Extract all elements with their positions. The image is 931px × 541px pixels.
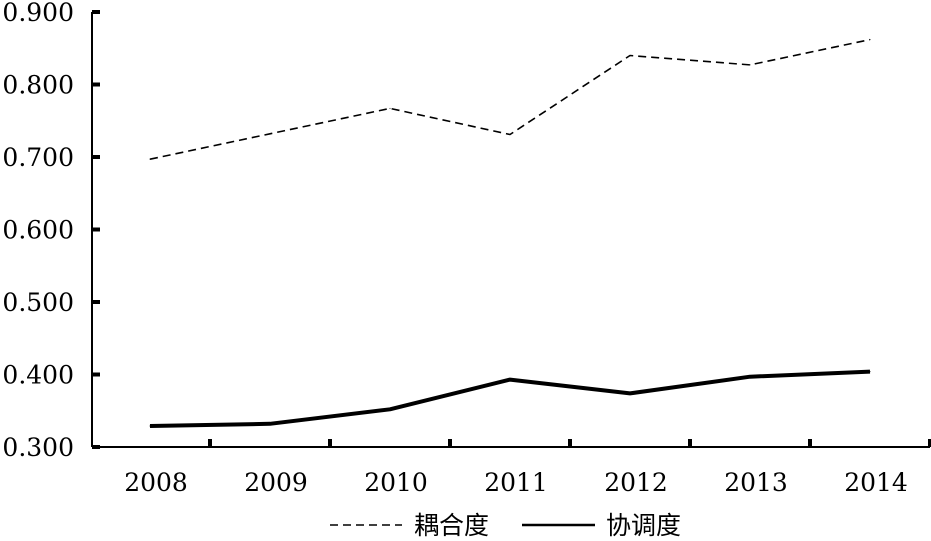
x-tick-label: 2012: [604, 468, 668, 497]
x-tick-label: 2010: [364, 468, 428, 497]
data-point: [149, 425, 151, 427]
data-point: [869, 371, 871, 373]
x-tick-label: 2013: [724, 468, 788, 497]
data-point: [869, 39, 871, 41]
data-point: [269, 423, 271, 425]
x-tick-label: 2011: [484, 468, 548, 497]
legend-label-0: 耦合度: [414, 511, 489, 540]
y-tick-label: 0.500: [2, 288, 74, 317]
data-point: [389, 107, 391, 109]
y-tick-label: 0.600: [2, 216, 74, 245]
legend: 耦合度 协调度: [330, 511, 681, 540]
data-point: [389, 408, 391, 410]
x-tick-label: 2014: [844, 468, 908, 497]
series-layer: [149, 38, 871, 428]
data-point: [629, 392, 631, 394]
data-point: [629, 55, 631, 56]
data-point: [749, 376, 751, 378]
y-tick-label: 0.700: [2, 143, 74, 172]
x-axis-ticks: 2008 2009 2010 2011 2012 2013 2014: [124, 439, 931, 497]
y-tick-label: 0.800: [2, 71, 74, 100]
x-tick-label: 2009: [244, 468, 308, 497]
y-tick-label: 0.900: [2, 0, 74, 27]
legend-label-1: 协调度: [606, 511, 681, 540]
y-tick-label: 0.400: [2, 361, 74, 390]
y-tick-label: 0.300: [2, 433, 74, 462]
data-point: [509, 379, 511, 381]
data-point: [269, 133, 271, 135]
y-axis-ticks: 0.300 0.400 0.500 0.600 0.700 0.800 0.900: [2, 0, 100, 462]
data-point: [509, 134, 511, 136]
series-line-0: [149, 38, 871, 160]
data-point: [149, 158, 151, 160]
data-point: [749, 64, 751, 66]
x-tick-label: 2008: [124, 468, 188, 497]
